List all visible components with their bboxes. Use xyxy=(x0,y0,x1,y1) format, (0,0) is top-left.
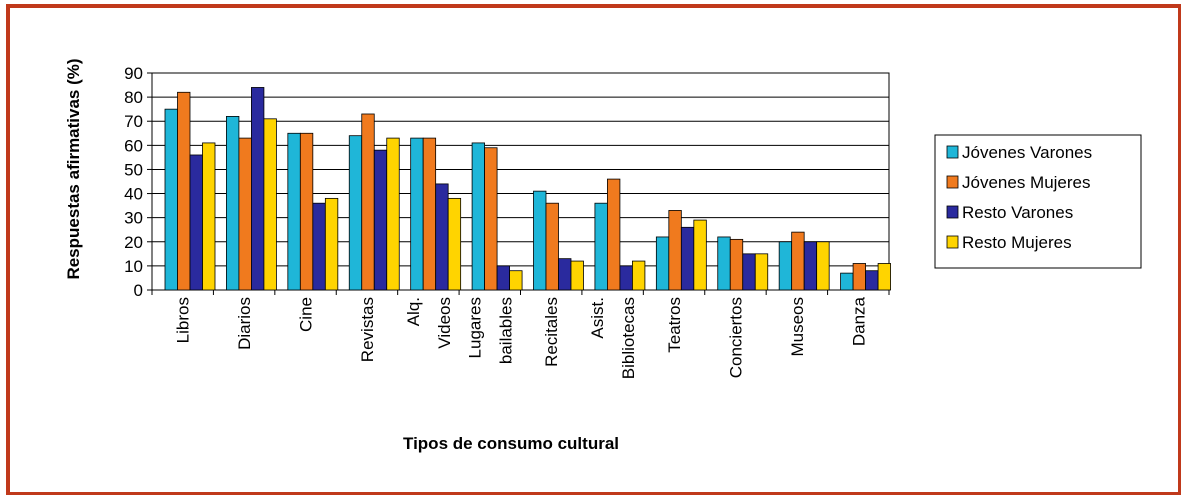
bar xyxy=(238,137,252,291)
bar xyxy=(607,178,621,291)
bar xyxy=(619,265,633,291)
legend-label: Jóvenes Mujeres xyxy=(962,173,1091,192)
bar xyxy=(177,91,191,291)
bar xyxy=(558,258,572,291)
legend-swatch xyxy=(946,205,959,219)
category-label: Recitales xyxy=(542,297,561,367)
y-tick-label: 70 xyxy=(124,112,143,131)
legend: Jóvenes Varones Jóvenes Mujeres Resto Varo… xyxy=(934,134,1142,269)
bar xyxy=(312,202,326,291)
legend-label: Resto Mujeres xyxy=(962,233,1072,252)
x-axis-title: Tipos de consumo cultural xyxy=(403,434,619,453)
bar xyxy=(348,135,363,291)
category-label: Videos xyxy=(435,297,454,349)
y-tick-label: 10 xyxy=(124,257,143,276)
bar xyxy=(164,108,178,291)
category-label: Bibliotecas xyxy=(619,297,638,379)
legend-swatch xyxy=(946,175,959,189)
y-tick-label: 50 xyxy=(124,160,143,179)
bar xyxy=(778,241,793,291)
bar xyxy=(447,197,462,291)
category-label: Alq. xyxy=(404,297,423,326)
category-label: Asist. xyxy=(588,297,607,339)
y-tick-label: 60 xyxy=(124,136,143,155)
bar xyxy=(655,236,670,291)
bar xyxy=(202,142,216,291)
bar xyxy=(693,219,707,291)
legend-swatch xyxy=(946,145,959,159)
bar xyxy=(509,270,523,291)
bar xyxy=(226,116,240,291)
bar xyxy=(668,210,682,291)
bar xyxy=(680,226,695,291)
bar xyxy=(791,231,805,291)
y-tick-label: 30 xyxy=(124,209,143,228)
category-label: Teatros xyxy=(665,297,684,353)
bar xyxy=(299,132,314,291)
bar xyxy=(471,142,485,291)
y-tick-label: 40 xyxy=(124,185,143,204)
category-label: bailables xyxy=(496,297,515,364)
category-label: Revistas xyxy=(358,297,377,362)
category-label: Lugares xyxy=(465,297,484,358)
legend-label: Resto Varones xyxy=(962,203,1073,222)
bar xyxy=(533,190,547,291)
bar xyxy=(570,260,584,291)
bar xyxy=(361,113,375,291)
bar xyxy=(324,197,339,291)
y-tick-label: 80 xyxy=(124,88,143,107)
category-label: Conciertos xyxy=(726,297,745,378)
category-label: Museos xyxy=(788,297,807,357)
bar xyxy=(877,263,891,291)
bar xyxy=(717,236,731,291)
category-label: Cine xyxy=(297,297,316,332)
bar xyxy=(496,265,510,291)
bar xyxy=(189,154,203,291)
bar xyxy=(373,149,388,291)
bar xyxy=(852,263,866,291)
legend-swatch xyxy=(946,235,959,249)
bar xyxy=(251,87,265,291)
category-label: Danza xyxy=(849,296,868,346)
category-label: Diarios xyxy=(235,297,254,350)
bars xyxy=(164,87,891,291)
bar xyxy=(263,118,277,291)
bar xyxy=(754,253,769,291)
bar xyxy=(632,260,646,291)
y-axis-title: Respuestas afirmativas (%) xyxy=(64,58,83,279)
bar xyxy=(803,241,818,291)
bar xyxy=(422,137,437,291)
y-axis: 0 10 20 30 40 50 60 70 80 90 xyxy=(124,64,152,300)
bar xyxy=(545,202,559,291)
bar xyxy=(729,238,744,291)
bar xyxy=(410,137,424,291)
bar xyxy=(816,241,830,291)
bar xyxy=(865,270,879,291)
bar xyxy=(742,253,756,291)
bar xyxy=(594,202,608,291)
bar xyxy=(435,183,449,291)
y-tick-label: 0 xyxy=(134,281,143,300)
category-label: Libros xyxy=(174,297,193,343)
bar xyxy=(484,147,498,291)
legend-box xyxy=(934,134,1142,269)
bar xyxy=(386,137,400,291)
legend-label: Jóvenes Varones xyxy=(962,143,1092,162)
bar xyxy=(840,272,854,291)
x-axis: Libros Diarios Cine Revistas Alq. Videos Lugar… xyxy=(151,290,890,379)
bar xyxy=(287,132,301,291)
y-tick-label: 20 xyxy=(124,233,143,252)
y-tick-label: 90 xyxy=(124,64,143,83)
